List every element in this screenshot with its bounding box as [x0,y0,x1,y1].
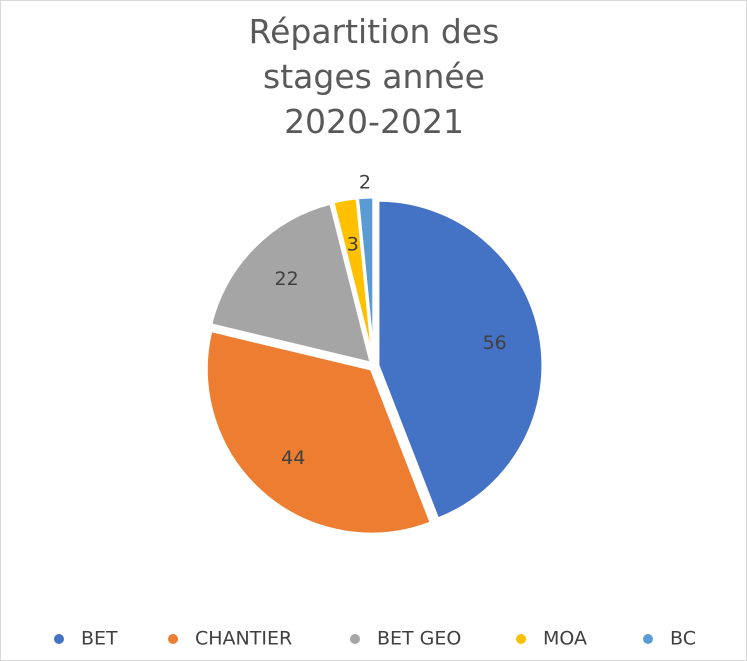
data-label: 44 [281,447,305,469]
legend-label: BET [81,628,118,650]
legend-label: BC [670,628,696,650]
data-label: 22 [275,268,299,290]
legend-marker [168,634,178,644]
legend-marker [54,634,64,644]
legend-label: BET GEO [377,628,461,650]
data-label: 2 [359,172,371,194]
data-label: 56 [483,332,507,354]
legend-marker [350,634,360,644]
legend-label: MOA [543,628,587,650]
pie-slice [204,328,434,536]
pie-slice [355,195,376,363]
data-label: 3 [347,234,359,256]
legend-marker [643,634,653,644]
pie-slice [376,198,545,521]
legend-marker [516,634,526,644]
legend-label: CHANTIER [195,628,292,650]
chart-title: Répartition des stages année 2020-2021 [248,12,500,141]
pie-slice [208,201,374,366]
